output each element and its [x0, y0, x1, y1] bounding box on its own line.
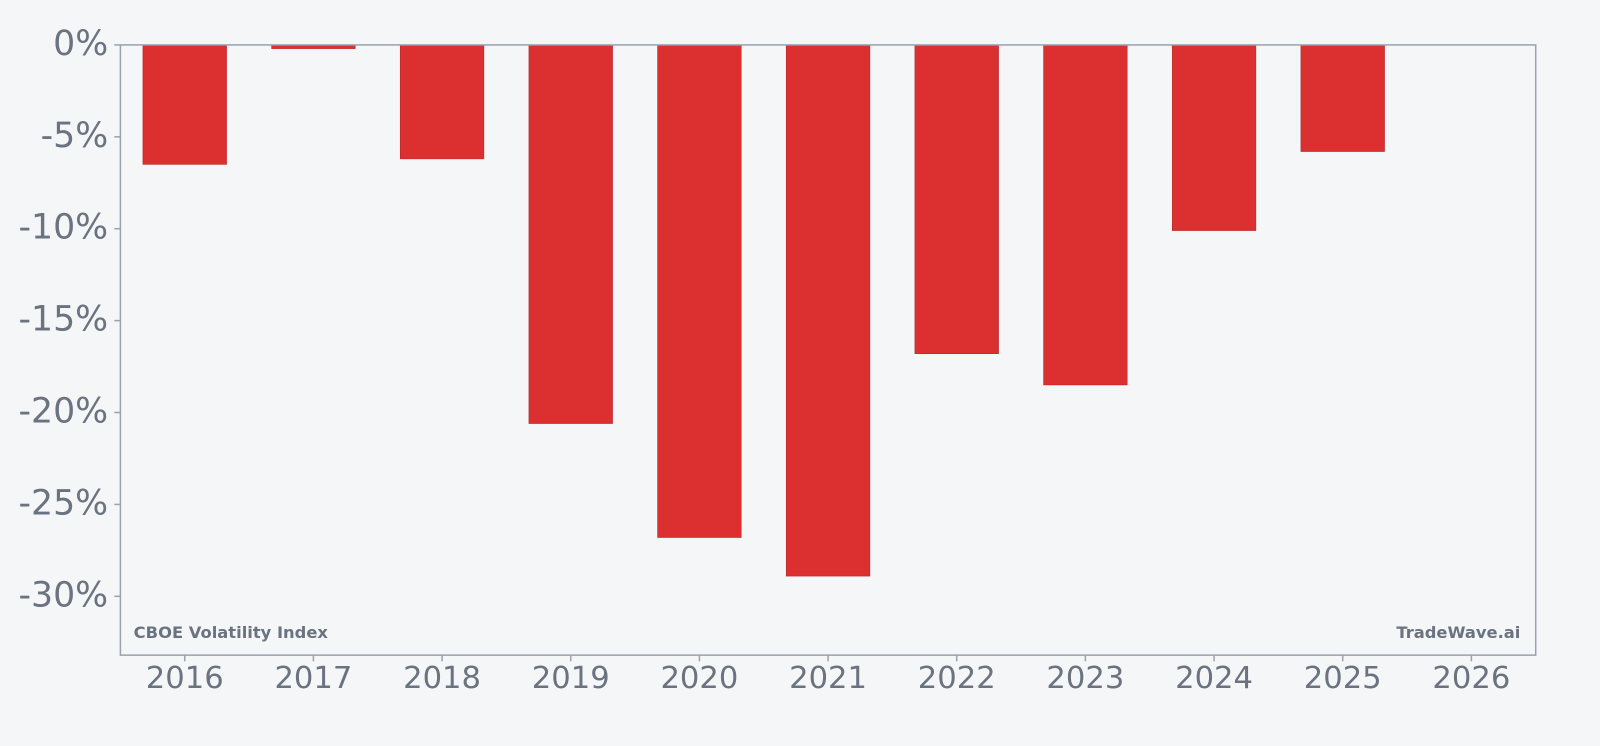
bar [914, 44, 999, 354]
x-tick-label: 2023 [1046, 661, 1124, 696]
plot-frame [119, 44, 1537, 656]
bar [657, 44, 742, 538]
bar [142, 44, 227, 165]
y-tick-label: -25% [19, 483, 109, 523]
bar [399, 44, 485, 160]
x-tick-label: 2024 [1175, 661, 1253, 696]
x-tick-label: 2026 [1432, 661, 1510, 696]
y-tick-label: -5% [41, 116, 109, 156]
y-tick-label: 0% [53, 24, 108, 64]
bar [1300, 44, 1385, 152]
x-tick-label: 2016 [146, 661, 224, 696]
x-tick-label: 2022 [918, 661, 996, 696]
bar [1043, 44, 1128, 386]
bar [1171, 44, 1257, 231]
x-tick-label: 2019 [532, 661, 610, 696]
x-tick-label: 2017 [274, 661, 352, 696]
bar [528, 44, 613, 424]
x-tick-label: 2025 [1304, 661, 1382, 696]
source-label: CBOE Volatility Index [134, 623, 329, 642]
bar [785, 44, 871, 577]
y-tick-label: -10% [19, 208, 109, 248]
y-tick-label: -30% [19, 575, 109, 615]
x-tick-label: 2018 [403, 661, 481, 696]
brand-label: TradeWave.ai [1396, 623, 1520, 642]
x-tick-label: 2021 [789, 661, 867, 696]
y-tick-label: -20% [19, 392, 109, 432]
x-tick-label: 2020 [660, 661, 738, 696]
y-tick-label: -15% [19, 300, 109, 340]
